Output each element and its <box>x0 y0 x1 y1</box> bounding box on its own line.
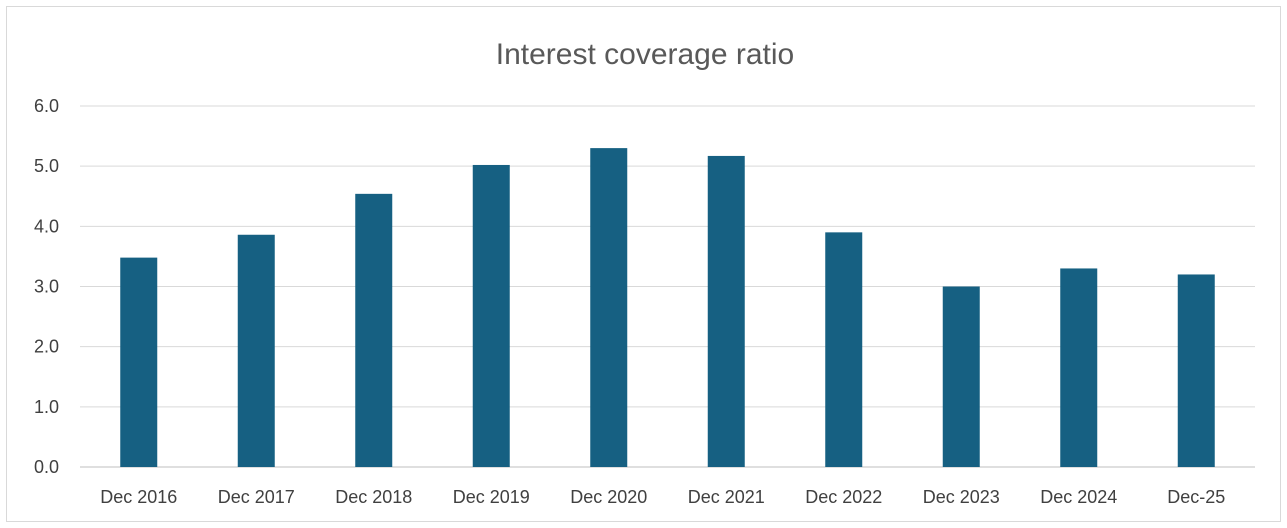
y-axis-tick-labels: 0.0 1.0 2.0 3.0 4.0 5.0 6.0 <box>34 96 59 477</box>
bar <box>942 286 980 467</box>
x-tick-label: Dec 2020 <box>570 487 647 507</box>
x-tick-label: Dec 2016 <box>100 487 177 507</box>
bar <box>355 193 393 468</box>
bar <box>825 232 863 467</box>
x-tick-label: Dec 2022 <box>805 487 882 507</box>
y-tick-label: 1.0 <box>34 397 59 417</box>
x-tick-label: Dec 2018 <box>335 487 412 507</box>
y-tick-label: 2.0 <box>34 337 59 357</box>
bar <box>590 148 628 467</box>
gridlines <box>80 105 1255 468</box>
chart-title: Interest coverage ratio <box>496 38 795 71</box>
bar <box>1177 274 1215 467</box>
y-tick-label: 3.0 <box>34 277 59 297</box>
x-tick-label: Dec 2017 <box>218 487 295 507</box>
bar <box>237 234 275 467</box>
x-tick-label: Dec 2024 <box>1040 487 1117 507</box>
x-tick-label: Dec 2023 <box>923 487 1000 507</box>
y-tick-label: 4.0 <box>34 216 59 236</box>
x-tick-label: Dec-25 <box>1167 487 1225 507</box>
bar <box>472 164 510 468</box>
y-tick-label: 6.0 <box>34 96 59 116</box>
bar <box>120 257 158 467</box>
y-tick-label: 0.0 <box>34 457 59 477</box>
x-axis-tick-labels: Dec 2016 Dec 2017 Dec 2018 Dec 2019 Dec 2020… <box>100 487 1225 507</box>
y-tick-label: 5.0 <box>34 156 59 176</box>
bar <box>1060 268 1098 467</box>
x-tick-label: Dec 2021 <box>688 487 765 507</box>
bar <box>707 155 745 467</box>
bars <box>120 148 1215 468</box>
x-tick-label: Dec 2019 <box>453 487 530 507</box>
